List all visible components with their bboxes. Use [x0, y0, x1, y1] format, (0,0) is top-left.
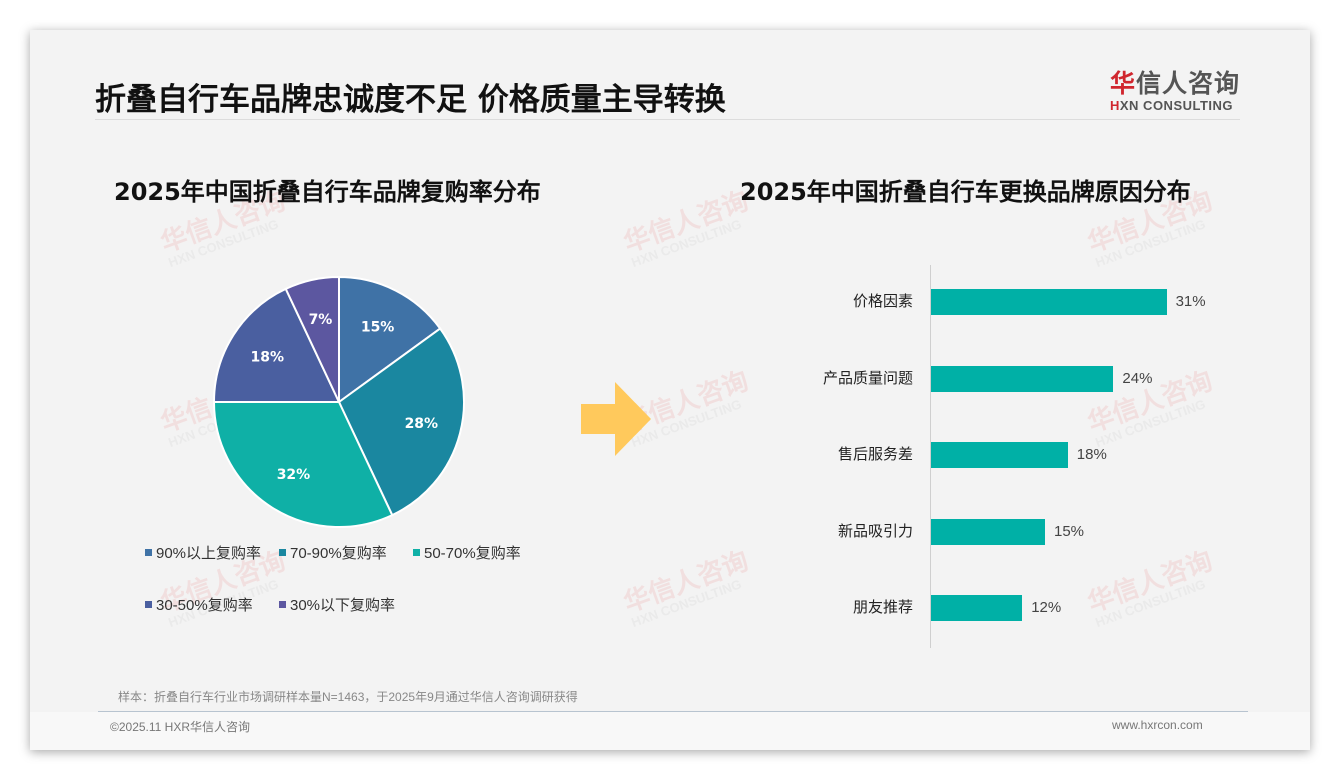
legend-item: 30%以下复购率 — [279, 594, 395, 615]
pie-slice-label: 32% — [277, 467, 311, 483]
bar — [931, 366, 1114, 392]
bar — [931, 442, 1068, 468]
pie-slice-label: 18% — [250, 349, 284, 365]
legend-swatch — [279, 601, 286, 608]
bar-value: 12% — [1031, 599, 1062, 616]
pie-slice — [212, 401, 394, 528]
pie-slice-label: 15% — [361, 319, 395, 335]
pie-slice — [337, 327, 465, 517]
pie-slice — [284, 275, 340, 403]
pie-slice-label: 28% — [405, 416, 439, 432]
legend-swatch — [145, 601, 152, 608]
legend-item: 90%以上复购率 — [145, 542, 261, 563]
bar-value: 24% — [1122, 370, 1153, 387]
footer — [30, 712, 1310, 750]
legend-swatch — [279, 549, 286, 556]
legend-item: 50-70%复购率 — [413, 542, 521, 563]
bar — [931, 519, 1045, 545]
legend-item: 70-90%复购率 — [279, 542, 387, 563]
bar-label: 朋友推荐 — [852, 599, 913, 616]
legend-item: 30-50%复购率 — [145, 594, 253, 615]
pie-chart: 15% 28% 32% 18% 7% — [212, 275, 465, 528]
bar-value: 31% — [1175, 293, 1206, 310]
bar — [931, 289, 1167, 315]
pie-chart-title: 2025年中国折叠自行车品牌复购率分布 — [114, 178, 541, 206]
logo-cn: 华信人咨询 — [1110, 69, 1241, 98]
arrow-right-icon — [581, 382, 651, 456]
slide: 华信人咨询 HXN CONSULTING 华信人咨询 HXN CONSULTIN… — [30, 30, 1310, 750]
footer-divider — [98, 711, 1248, 712]
sample-note: 样本：折叠自行车行业市场调研样本量N=1463，于2025年9月通过华信人咨询调… — [118, 690, 578, 704]
bar-label: 价格因素 — [852, 293, 913, 310]
legend-swatch — [413, 549, 420, 556]
pie-slice — [212, 287, 341, 403]
pie-slice-label: 7% — [309, 312, 333, 328]
company-logo: 华信人咨询 HXN CONSULTING — [1110, 64, 1250, 113]
bar-label: 产品质量问题 — [822, 370, 913, 387]
website-link[interactable]: www.hxrcon.com — [1112, 718, 1203, 732]
bar — [931, 595, 1023, 621]
logo-en: HXN CONSULTING — [1110, 98, 1234, 113]
pie-slice — [338, 275, 442, 404]
title-divider — [95, 119, 1240, 120]
bar-value: 18% — [1076, 446, 1107, 463]
bar-label: 新品吸引力 — [837, 523, 913, 540]
bar-chart-axis — [930, 265, 931, 648]
page-title: 折叠自行车品牌忠诚度不足 价格质量主导转换 — [95, 82, 726, 118]
bar-label: 售后服务差 — [837, 446, 913, 463]
legend-swatch — [145, 549, 152, 556]
copyright: ©2025.11 HXR华信人咨询 — [110, 720, 250, 734]
bar-chart-title: 2025年中国折叠自行车更换品牌原因分布 — [740, 178, 1191, 206]
bar-value: 15% — [1054, 523, 1085, 540]
